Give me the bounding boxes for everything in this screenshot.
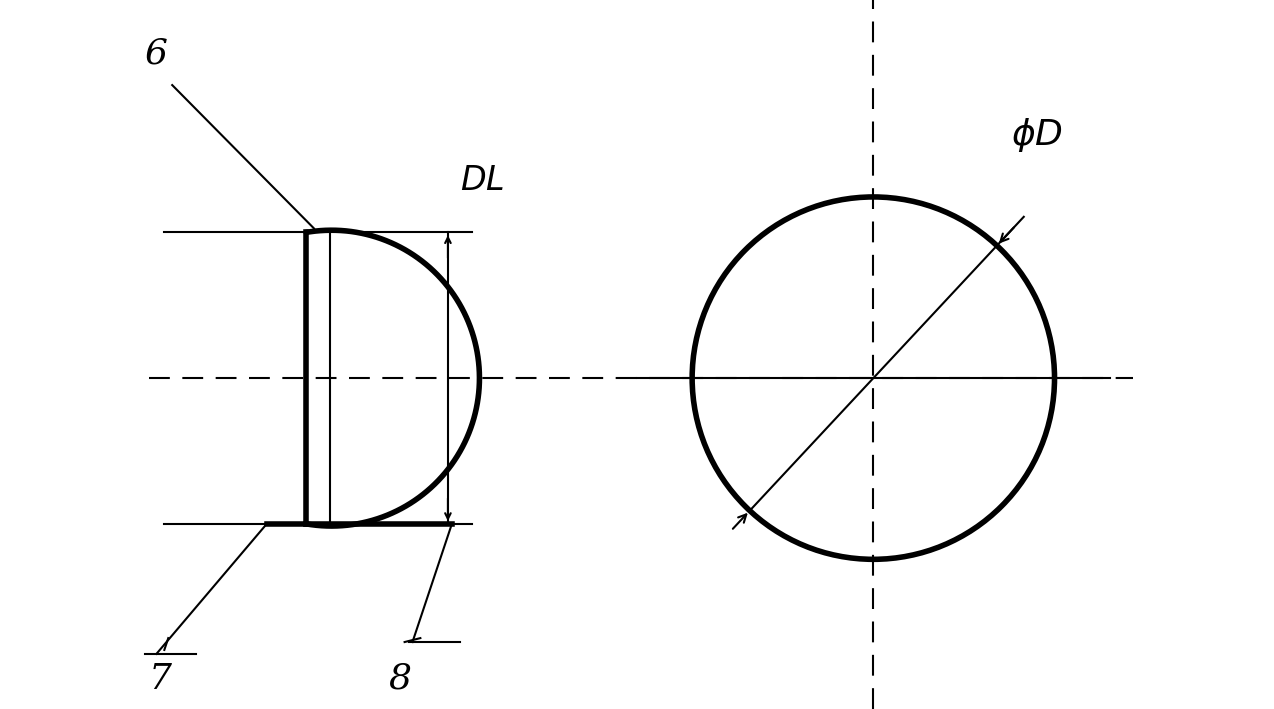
Text: $\mathit{DL}$: $\mathit{DL}$ [460, 165, 505, 197]
Text: 6: 6 [145, 37, 168, 71]
Text: $\mathit{\phi D}$: $\mathit{\phi D}$ [1012, 116, 1063, 154]
Text: 8: 8 [389, 661, 412, 696]
Text: 7: 7 [149, 661, 172, 696]
